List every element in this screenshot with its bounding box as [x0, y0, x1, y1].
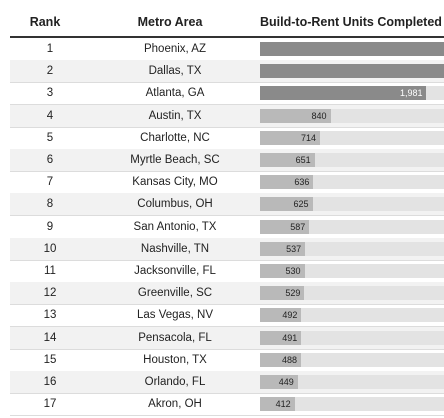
metro-cell: San Antonio, TX: [133, 220, 217, 233]
units-column-header: Build-to-Rent Units Completed in 20: [260, 15, 444, 29]
metro-column-header: Metro Area: [137, 15, 203, 29]
table-row: 17 Akron, OH 412: [10, 393, 444, 417]
metro-cell: Pensacola, FL: [138, 331, 212, 344]
rank-cell: 1: [46, 43, 54, 55]
rank-cell: 12: [43, 287, 57, 300]
metro-cell: Akron, OH: [148, 398, 202, 411]
bar-value-label: 1,981: [399, 88, 423, 99]
bar-value-label: 491: [282, 332, 298, 343]
table-row: 11 Jacksonville, FL 530: [10, 260, 444, 283]
metro-cell: Charlotte, NC: [140, 131, 210, 144]
rank-cell: 17: [43, 398, 57, 411]
table-row: 3 Atlanta, GA 1,981: [10, 82, 444, 106]
bar-track: [260, 352, 444, 367]
table-row: 5 Charlotte, NC 714: [10, 127, 444, 150]
metro-cell: Phoenix, AZ: [143, 43, 206, 55]
bar-value-label: 488: [281, 354, 297, 365]
bar-value-label: 625: [293, 199, 309, 210]
metro-cell: Austin, TX: [148, 109, 202, 122]
bar-value-label: 840: [311, 110, 327, 121]
bar-track: [260, 397, 444, 412]
bar-value-label: 412: [275, 399, 291, 410]
table-row: 12 Greenville, SC 529: [10, 282, 444, 306]
bar-track: [260, 308, 444, 323]
bar: [260, 108, 331, 123]
rank-cell: 16: [43, 376, 57, 388]
bar: [260, 308, 302, 323]
bar: [260, 130, 320, 145]
bar: [260, 241, 306, 256]
metro-cell: Atlanta, GA: [145, 87, 205, 100]
bar: [260, 375, 298, 389]
table-row: 9 San Antonio, TX 587: [10, 216, 444, 239]
bar: [260, 197, 313, 212]
metro-cell: Columbus, OH: [137, 198, 213, 211]
bar-track: [260, 264, 444, 278]
bar: [260, 330, 302, 345]
rank-column-header: Rank: [29, 15, 61, 29]
table-row: 4 Austin, TX 840: [10, 104, 444, 128]
metro-cell: Orlando, FL: [144, 376, 206, 388]
rank-cell: 2: [46, 65, 54, 78]
bar-track: [260, 286, 444, 301]
rank-cell: 9: [46, 220, 54, 233]
table-row: 15 Houston, TX 488: [10, 349, 444, 372]
bar-value-label: 529: [285, 288, 301, 299]
bar-track: [260, 241, 444, 256]
bar-value-label: 587: [290, 221, 306, 232]
rank-cell: 11: [44, 265, 56, 277]
table-row: 8 Columbus, OH 625: [10, 193, 444, 217]
bar-value-label: 449: [278, 377, 294, 387]
rank-cell: 15: [43, 353, 57, 366]
bar: [260, 175, 314, 190]
metro-cell: Houston, TX: [143, 353, 207, 366]
metro-cell: Kansas City, MO: [132, 176, 218, 189]
rank-cell: 4: [46, 109, 54, 122]
metro-cell: Las Vegas, NV: [136, 309, 214, 322]
bar: [260, 352, 301, 367]
table-row: 16 Orlando, FL 449: [10, 371, 444, 394]
table-row: 7 Kansas City, MO 636: [10, 171, 444, 195]
table-row: 6 Myrtle Beach, SC 651: [10, 149, 444, 172]
bar: [260, 64, 444, 79]
bar-value-label: 651: [295, 155, 311, 165]
bar: [260, 397, 295, 412]
bar: [260, 286, 305, 301]
rank-cell: 3: [46, 87, 54, 100]
metro-cell: Myrtle Beach, SC: [130, 154, 220, 166]
bar-value-label: 636: [294, 177, 310, 188]
bar: [260, 219, 310, 234]
bar: [260, 86, 427, 101]
header-divider: [10, 36, 444, 38]
bar-track: [260, 330, 444, 345]
bar-track: [260, 375, 444, 389]
metro-cell: Nashville, TN: [140, 242, 210, 255]
rank-cell: 13: [43, 309, 57, 322]
bar-value-label: 714: [300, 132, 316, 143]
bar-value-label: 530: [285, 266, 301, 276]
metro-cell: Dallas, TX: [148, 65, 202, 78]
bar-value-label: 537: [286, 243, 302, 254]
table-row: 2 Dallas, TX: [10, 60, 444, 84]
table-row: 14 Pensacola, FL 491: [10, 326, 444, 350]
rank-cell: 6: [46, 154, 54, 166]
metro-cell: Greenville, SC: [137, 287, 213, 300]
metro-cell: Jacksonville, FL: [134, 265, 216, 277]
table-row: 1 Phoenix, AZ: [10, 38, 444, 61]
rank-cell: 8: [46, 198, 54, 211]
bar-value-label: 492: [282, 310, 298, 321]
rank-cell: 5: [46, 131, 54, 144]
bar: [260, 264, 305, 278]
table-row: 13 Las Vegas, NV 492: [10, 304, 444, 328]
table-row: 10 Nashville, TN 537: [10, 237, 444, 261]
bar: [260, 153, 315, 167]
bar: [260, 42, 444, 56]
rank-cell: 7: [46, 176, 54, 189]
rank-cell: 10: [43, 242, 57, 255]
rank-cell: 14: [43, 331, 57, 344]
